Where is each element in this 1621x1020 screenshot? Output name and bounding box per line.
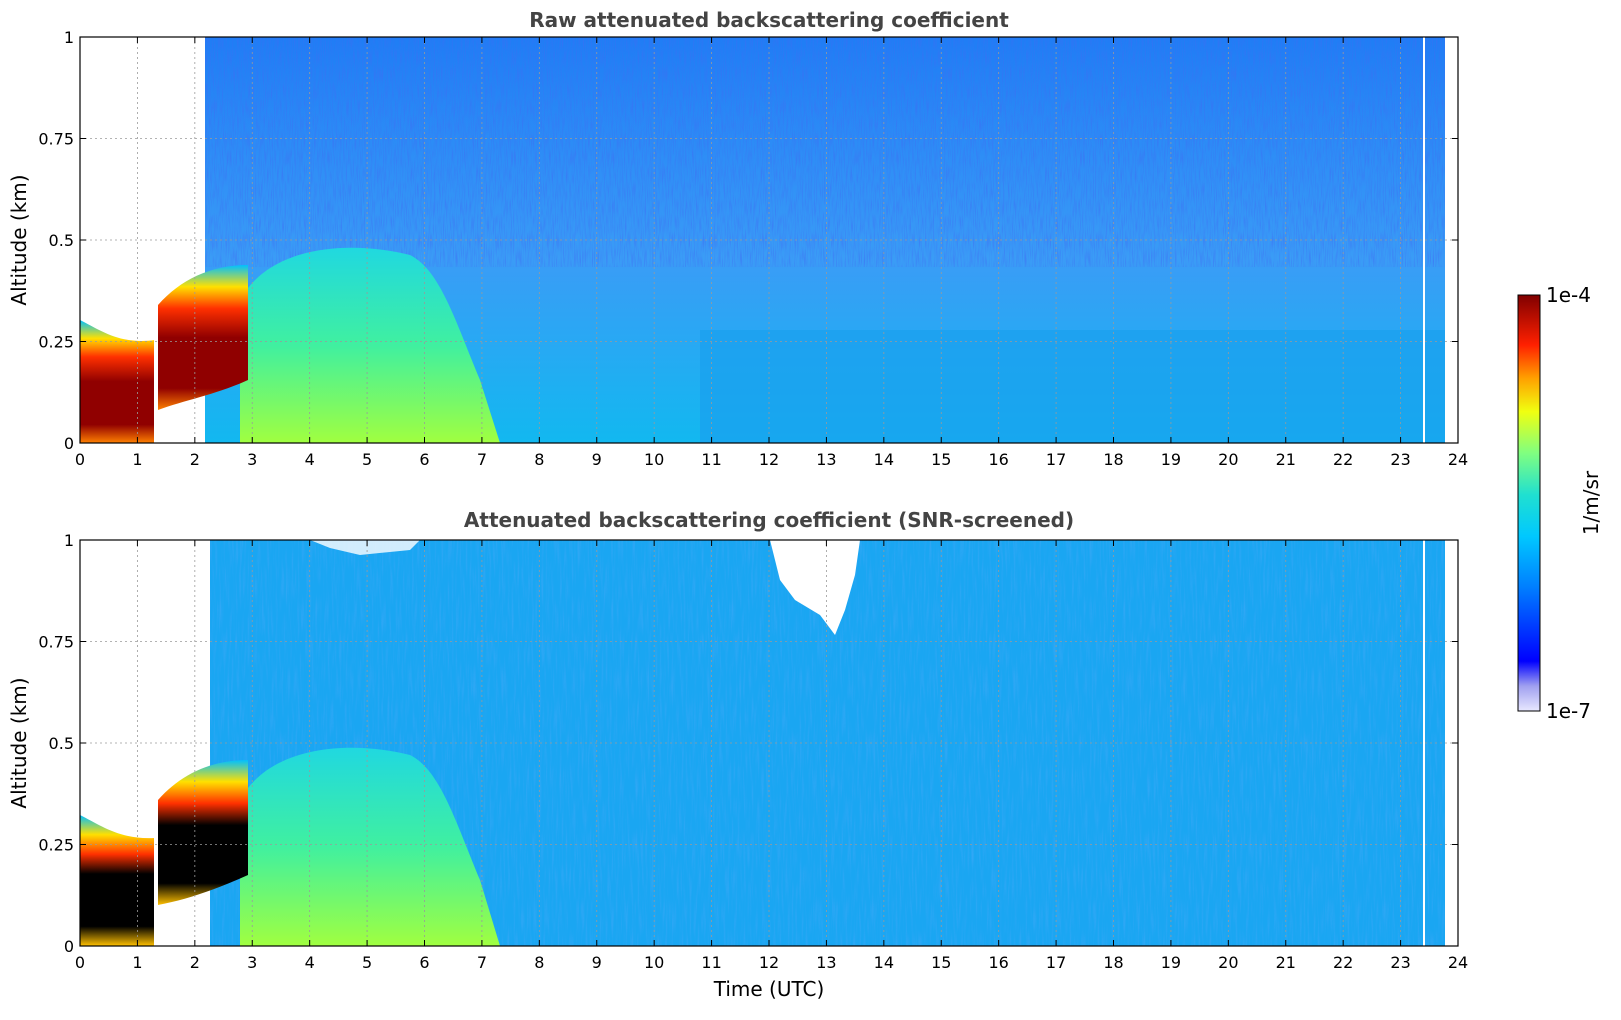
x-tick-label: 17 (1046, 450, 1066, 469)
raw-backscatter-panel: Raw attenuated backscattering coefficien… (80, 8, 1458, 443)
x-tick-label: 4 (305, 953, 315, 972)
x-tick-label: 12 (759, 953, 779, 972)
y-tick-label: 0.75 (38, 130, 74, 149)
dense-aerosol-layer-1 (80, 815, 155, 946)
x-tick-label: 1 (132, 953, 142, 972)
colorbar: 1e-4 1e-7 1/m/sr (1517, 283, 1603, 723)
x-tick-label: 23 (1390, 953, 1410, 972)
x-tick-label: 9 (592, 953, 602, 972)
x-tick-label: 7 (477, 450, 487, 469)
y-tick-label: 0.75 (38, 633, 74, 652)
dense-aerosol-layer-2 (158, 265, 248, 410)
data-gap (1423, 37, 1425, 443)
colorbar-max-label: 1e-4 (1546, 283, 1591, 307)
x-tick-label: 6 (419, 450, 429, 469)
boundary-layer-aerosol (240, 747, 500, 946)
x-tick-label: 18 (1103, 953, 1123, 972)
x-tick-label: 19 (1161, 450, 1181, 469)
heatmap-area (80, 37, 1458, 443)
y-tick-label: 0.5 (49, 734, 74, 753)
x-tick-label: 13 (816, 450, 836, 469)
x-tick-label: 3 (247, 450, 257, 469)
y-tick-label: 0.25 (38, 836, 74, 855)
x-tick-label: 1 (132, 450, 142, 469)
x-tick-label: 21 (1276, 450, 1296, 469)
x-tick-label: 22 (1333, 953, 1353, 972)
x-tick-label: 9 (592, 450, 602, 469)
x-tick-label: 5 (362, 450, 372, 469)
dense-aerosol-layer-2 (158, 760, 248, 905)
x-tick-label: 24 (1448, 953, 1468, 972)
x-tick-label: 0 (75, 450, 85, 469)
x-tick-label: 10 (644, 953, 664, 972)
y-tick-label: 0 (64, 434, 74, 453)
y-tick-label: 0.25 (38, 333, 74, 352)
x-tick-label: 6 (419, 953, 429, 972)
x-tick-label: 8 (534, 953, 544, 972)
x-tick-label: 15 (931, 953, 951, 972)
data-gap (154, 300, 157, 443)
data-gap (1423, 540, 1425, 946)
x-tick-label: 5 (362, 953, 372, 972)
axes: 0 1 2 3 4 5 6 7 8 9 10 11 12 13 14 15 16 17 18 19 20 21 22 23 24… (7, 28, 1468, 1001)
x-tick-label: 10 (644, 450, 664, 469)
y-axis-label: Altitude (km) (7, 174, 31, 305)
chart-title: Raw attenuated backscattering coefficien… (529, 8, 1009, 32)
x-tick-label: 14 (874, 450, 894, 469)
data-gap (154, 800, 157, 946)
x-tick-label: 20 (1218, 450, 1238, 469)
x-tick-label: 14 (874, 953, 894, 972)
x-tick-label: 7 (477, 953, 487, 972)
colorbar-min-label: 1e-7 (1546, 699, 1591, 723)
x-tick-label: 2 (190, 450, 200, 469)
x-tick-label: 23 (1390, 450, 1410, 469)
y-tick-label: 1 (64, 531, 74, 550)
x-tick-label: 11 (701, 953, 721, 972)
y-tick-label: 0 (64, 937, 74, 956)
x-tick-label: 4 (305, 450, 315, 469)
x-tick-label: 3 (247, 953, 257, 972)
x-tick-label: 15 (931, 450, 951, 469)
x-tick-label: 12 (759, 450, 779, 469)
screened-out-region (310, 540, 420, 555)
x-axis-label: Time (UTC) (713, 977, 825, 1001)
x-tick-label: 8 (534, 450, 544, 469)
x-tick-label: 20 (1218, 953, 1238, 972)
colorbar-scale (1517, 294, 1541, 712)
x-tick-label: 21 (1276, 953, 1296, 972)
x-tick-label: 2 (190, 953, 200, 972)
dense-aerosol-layer-1 (80, 320, 155, 443)
x-tick-label: 16 (988, 953, 1008, 972)
heatmap-noise (205, 37, 1445, 267)
y-tick-label: 1 (64, 28, 74, 47)
y-tick-label: 0.5 (49, 231, 74, 250)
x-tick-label: 11 (701, 450, 721, 469)
x-tick-label: 24 (1448, 450, 1468, 469)
chart-title: Attenuated backscattering coefficient (S… (464, 508, 1074, 532)
colorbar-unit-label: 1/m/sr (1579, 470, 1603, 535)
boundary-layer-aerosol (240, 247, 500, 443)
y-axis-label: Altitude (km) (7, 677, 31, 808)
x-tick-label: 18 (1103, 450, 1123, 469)
screened-out-region (770, 540, 860, 635)
x-tick-label: 22 (1333, 450, 1353, 469)
x-tick-label: 0 (75, 953, 85, 972)
axes-frame (79, 539, 1459, 947)
axes-frame (79, 36, 1459, 444)
x-tick-label: 13 (816, 953, 836, 972)
lower-layer (700, 330, 1445, 443)
x-tick-label: 19 (1161, 953, 1181, 972)
x-tick-label: 16 (988, 450, 1008, 469)
x-tick-label: 17 (1046, 953, 1066, 972)
